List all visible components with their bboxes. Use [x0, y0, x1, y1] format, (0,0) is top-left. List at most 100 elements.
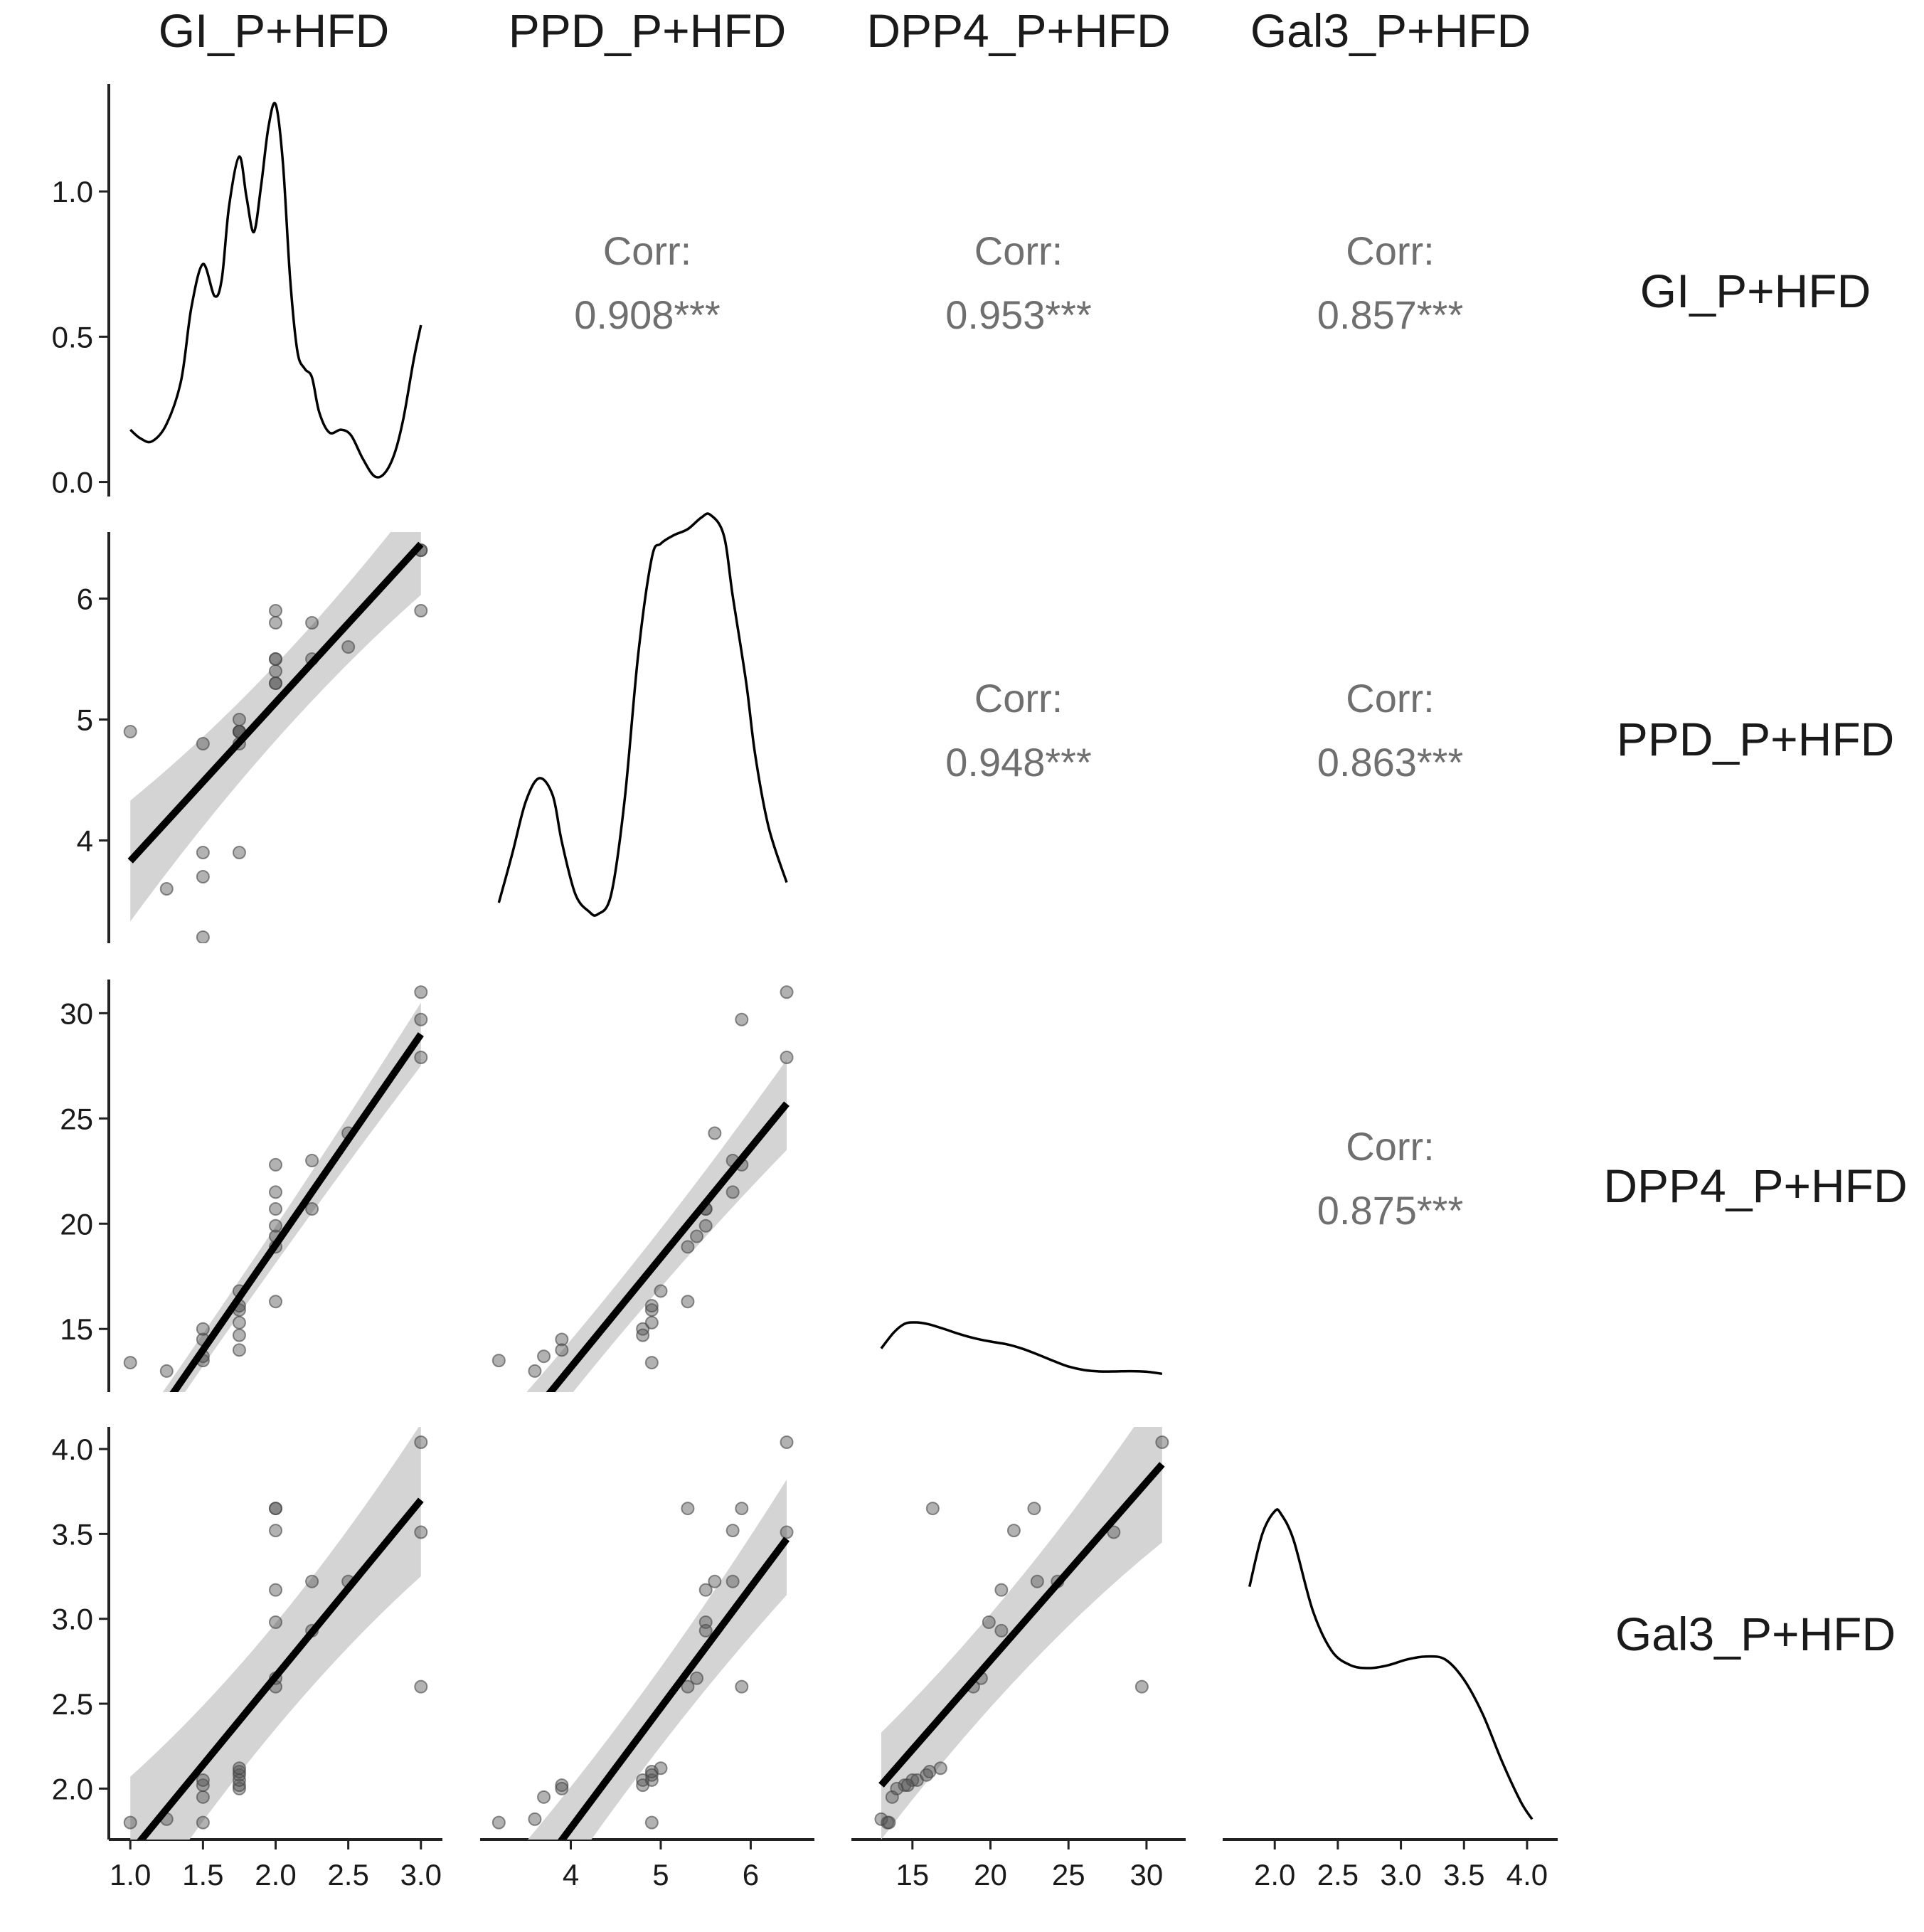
data-point: [726, 1524, 740, 1538]
data-point: [196, 737, 210, 750]
data-point: [925, 1502, 940, 1516]
y-tick-label: 0.0: [52, 466, 93, 499]
x-tick-label: 15: [895, 1858, 929, 1891]
data-point: [528, 1812, 542, 1826]
data-point: [636, 1328, 650, 1342]
data-point: [874, 1812, 888, 1826]
corr-value-ppd-gal3: 0.863***: [1317, 740, 1464, 785]
y-tick-label: 20: [60, 1207, 93, 1241]
data-point: [491, 1354, 506, 1368]
data-point: [690, 1671, 704, 1685]
y-tick-label: 2.5: [52, 1687, 93, 1721]
x-tick-label: 4.0: [1506, 1858, 1548, 1891]
y-tick-label: 25: [60, 1102, 93, 1135]
data-point: [654, 1761, 668, 1776]
x-tick-label: 4: [563, 1858, 579, 1891]
x-tick-label: 3.0: [1380, 1858, 1421, 1891]
density-curve-gi: [129, 102, 422, 479]
x-tick-label: 5: [652, 1858, 669, 1891]
corr-label: Corr:: [1346, 1124, 1434, 1169]
panel-content: [123, 1427, 428, 1840]
regression-line: [558, 1536, 790, 1840]
y-tick-label: 30: [60, 997, 93, 1030]
data-point: [681, 1679, 695, 1694]
x-tick-label: 30: [1130, 1858, 1164, 1891]
regression-line: [137, 1497, 424, 1840]
data-point: [269, 616, 282, 630]
confidence-band: [881, 1427, 1162, 1840]
x-tick-label: 6: [743, 1858, 759, 1891]
scatter-panel-gal3-vs-dpp4: [874, 1427, 1169, 1840]
data-point: [690, 1229, 704, 1243]
data-point: [414, 1050, 428, 1064]
scatter-panel-ppd-vs-gi: [123, 532, 428, 943]
data-point: [537, 1790, 551, 1804]
density-curve-gal3: [1248, 1508, 1534, 1820]
column-header-dpp4: DPP4_P+HFD: [866, 4, 1170, 57]
data-point: [305, 1202, 319, 1216]
data-point: [726, 1185, 740, 1199]
data-point: [780, 1435, 794, 1449]
data-point: [1030, 1574, 1044, 1588]
data-point: [491, 1815, 506, 1830]
data-point: [780, 1050, 794, 1064]
data-point: [269, 676, 282, 690]
y-tick-label: 2.0: [52, 1772, 93, 1805]
y-tick-label: 6: [77, 583, 93, 616]
data-point: [196, 930, 210, 943]
data-point: [414, 1525, 428, 1539]
column-header-ppd: PPD_P+HFD: [509, 4, 787, 57]
corr-label: Corr:: [603, 228, 691, 273]
data-point: [644, 1303, 659, 1317]
y-tick-label: 1.0: [52, 175, 93, 208]
regression-line: [878, 1462, 1165, 1788]
data-point: [414, 1435, 428, 1449]
x-tick-label: 2.5: [327, 1858, 368, 1891]
data-point: [882, 1815, 896, 1830]
data-point: [735, 1502, 749, 1516]
data-point: [414, 1012, 428, 1026]
data-point: [994, 1623, 1009, 1638]
panel-content: [874, 1427, 1169, 1840]
data-point: [196, 1815, 210, 1830]
data-point: [196, 1790, 210, 1804]
data-point: [780, 985, 794, 999]
data-point: [305, 1153, 319, 1167]
data-point: [982, 1615, 996, 1629]
data-point: [414, 985, 428, 999]
column-header-gi: GI_P+HFD: [159, 4, 390, 57]
data-point: [994, 1583, 1009, 1597]
data-point: [681, 1295, 695, 1309]
data-point: [232, 1765, 246, 1779]
data-point: [735, 1012, 749, 1026]
corr-label: Corr:: [1346, 676, 1434, 721]
data-point: [341, 640, 356, 654]
data-point: [681, 1502, 695, 1516]
data-point: [269, 1524, 282, 1538]
data-point: [698, 1583, 713, 1597]
data-point: [681, 1240, 695, 1254]
x-tick-label: 25: [1052, 1858, 1085, 1891]
scatter-panel-dpp4-vs-gi: [123, 985, 428, 1392]
corr-value-dpp4-gal3: 0.875***: [1317, 1188, 1464, 1233]
scatter-panel-dpp4-vs-ppd: [491, 985, 794, 1392]
y-tick-label: 3.5: [52, 1517, 93, 1551]
data-point: [232, 1343, 246, 1357]
data-point: [305, 1574, 319, 1588]
regression-line: [546, 1101, 790, 1392]
data-point: [196, 1778, 210, 1793]
data-point: [232, 1761, 246, 1776]
data-point: [269, 652, 282, 666]
data-point: [159, 882, 174, 896]
data-point: [698, 1623, 713, 1638]
x-tick-label: 1.0: [110, 1858, 151, 1891]
data-point: [305, 616, 319, 630]
data-point: [123, 1356, 137, 1370]
panel-content: [491, 1435, 794, 1840]
data-point: [644, 1315, 659, 1329]
data-point: [232, 846, 246, 859]
corr-label: Corr:: [974, 676, 1063, 721]
y-tick-label: 0.5: [52, 320, 93, 354]
data-point: [726, 1574, 740, 1588]
